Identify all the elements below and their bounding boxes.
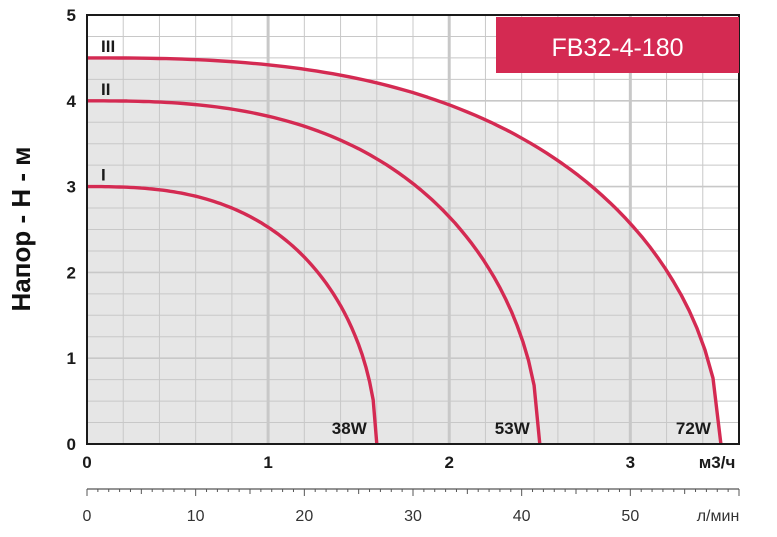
y-tick-label: 1 — [67, 349, 76, 368]
x2-tick-label: 20 — [295, 508, 313, 525]
y-tick-label: 5 — [67, 6, 76, 25]
plot-border — [86, 14, 740, 445]
x-axis-ticks: 0 1 2 3 — [82, 453, 635, 472]
x2-tick-label: 50 — [621, 508, 639, 525]
curve-labels: I 38W II 53W III 72W — [101, 37, 712, 438]
x2-tick-label: 10 — [187, 508, 205, 525]
x2-tick-label: 40 — [513, 508, 531, 525]
model-badge-background — [496, 17, 739, 73]
curve-III — [87, 56, 723, 445]
x2-axis-unit-label: л/мин — [697, 508, 740, 525]
y-axis-label: Напор - H - м — [6, 147, 36, 312]
y-tick-label: 2 — [67, 263, 76, 282]
curve-power-label: 53W — [495, 419, 531, 438]
x-tick-label: 3 — [626, 453, 635, 472]
plot-frame — [86, 14, 740, 445]
x-tick-label: 0 — [82, 453, 91, 472]
x2-tick-label: 0 — [83, 508, 92, 525]
y-tick-label: 4 — [67, 92, 77, 111]
x-axis-unit-label: м3/ч — [699, 453, 736, 472]
curve-name-label: II — [101, 80, 110, 99]
curve-I — [87, 184, 379, 445]
grid — [87, 15, 740, 444]
model-badge-text: FB32-4-180 — [551, 34, 683, 62]
y-tick-label: 3 — [67, 178, 76, 197]
curve-power-label: 72W — [676, 419, 712, 438]
curve-II — [87, 99, 542, 445]
secondary-x-axis: 0 10 20 30 40 50 — [83, 488, 740, 525]
x2-tick-label: 30 — [404, 508, 422, 525]
model-badge: FB32-4-180 — [496, 17, 739, 73]
curve-name-label: I — [101, 166, 106, 185]
x-tick-label: 1 — [263, 453, 272, 472]
y-axis-ticks: 0 1 2 3 4 5 — [67, 6, 77, 454]
x-tick-label: 2 — [444, 453, 453, 472]
curve-name-label: III — [101, 37, 115, 56]
curves — [87, 56, 723, 445]
curve-power-label: 38W — [332, 419, 368, 438]
y-tick-label: 0 — [67, 435, 76, 454]
